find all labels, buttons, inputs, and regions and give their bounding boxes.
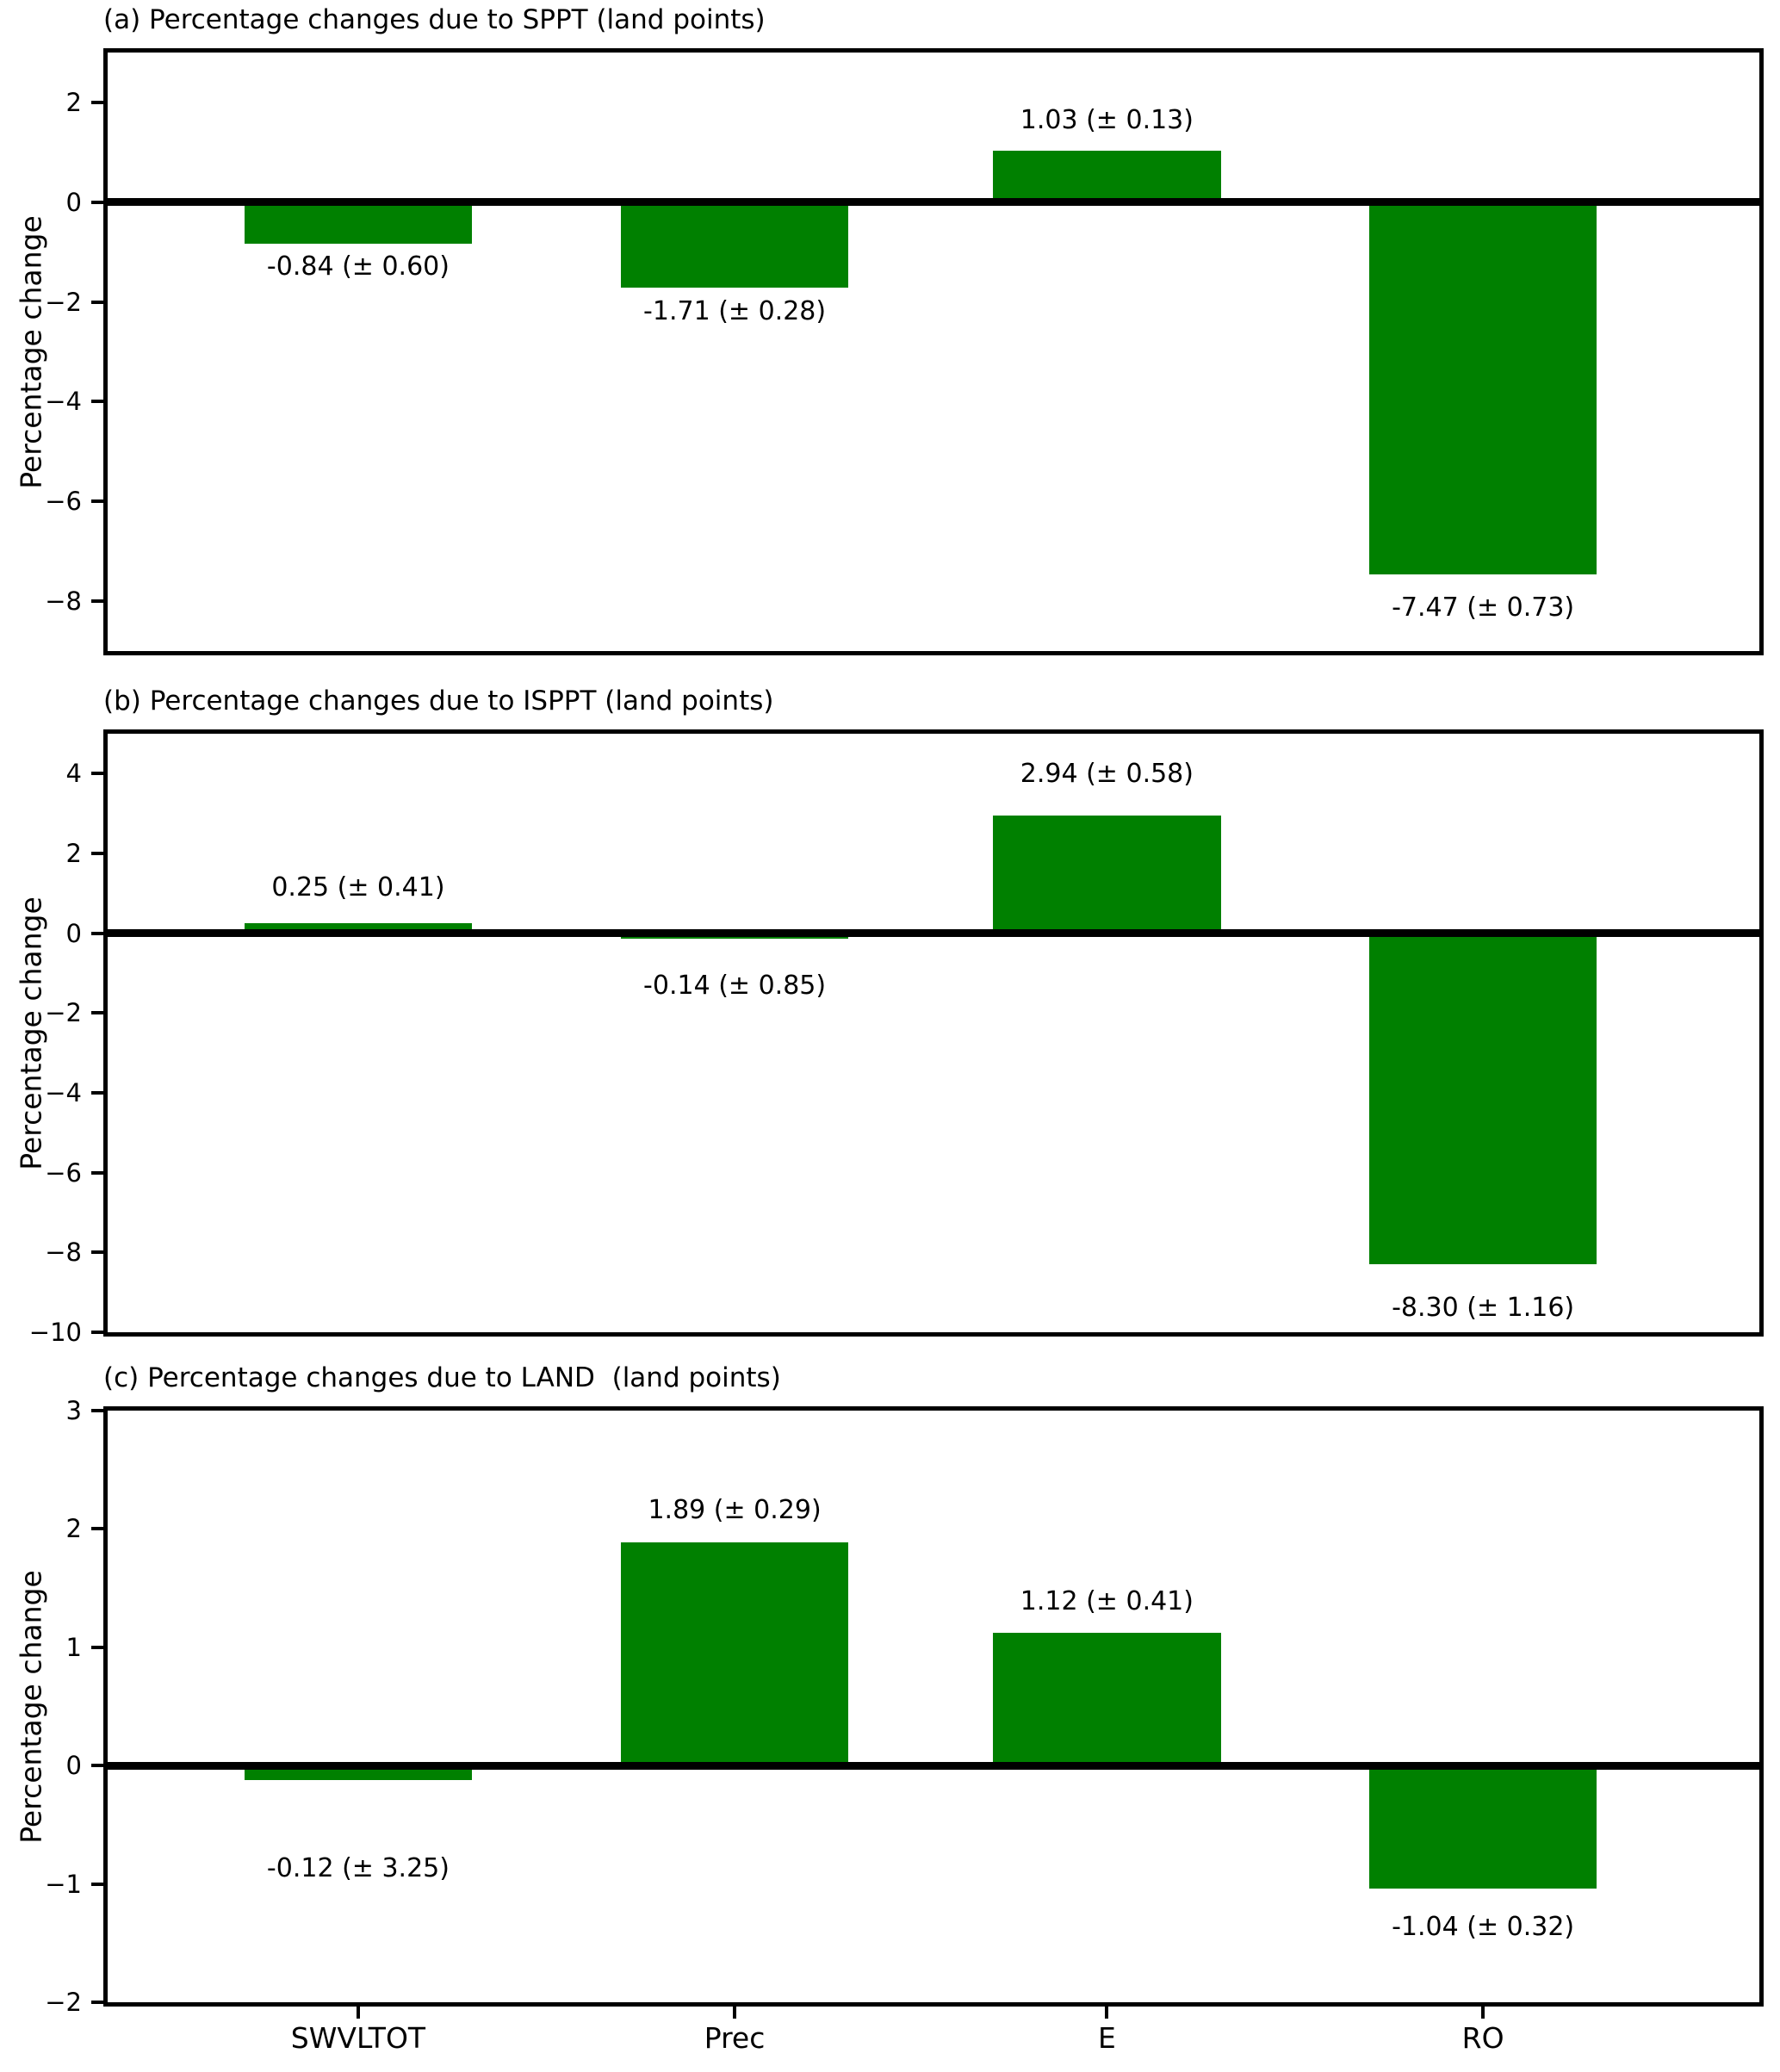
zero-line (108, 1761, 1759, 1770)
ytick-label: −2 (45, 998, 82, 1028)
ytick-label: −1 (45, 1869, 82, 1899)
bar-b-E (993, 816, 1221, 934)
ytick-label: −2 (45, 1988, 82, 2017)
value-label-b-Prec: -0.14 (± 0.85) (643, 970, 827, 1001)
panel-c-ylabel: Percentage change (14, 1569, 48, 1844)
ytick-label: 2 (65, 1514, 82, 1544)
ytick-mark (91, 2001, 103, 2004)
bar-c-Prec (620, 1542, 849, 1766)
xtick-mark (1481, 2007, 1485, 2019)
xtick-label-E: E (1097, 2021, 1116, 2055)
value-label-a-Prec: -1.71 (± 0.28) (643, 295, 827, 326)
ytick-mark (91, 1527, 103, 1531)
value-label-a-RO: -7.47 (± 0.73) (1392, 592, 1575, 623)
ytick-mark (91, 1091, 103, 1095)
panel-a-title: (a) Percentage changes due to SPPT (land… (103, 4, 766, 35)
bar-a-RO (1368, 202, 1597, 575)
ytick-mark (91, 1645, 103, 1649)
xtick-mark (733, 2007, 737, 2019)
ytick-mark (91, 1011, 103, 1015)
bar-b-SWVLTOT (244, 923, 473, 934)
ytick-label: −4 (45, 387, 82, 417)
ytick-mark (91, 1331, 103, 1334)
value-label-a-SWVLTOT: -0.84 (± 0.60) (266, 251, 450, 282)
value-label-b-SWVLTOT: 0.25 (± 0.41) (271, 872, 445, 903)
panel-b-plot-area: 4 2 0 −2 −4 −6 −8 −10 0.25 (± 0.41) -0.14 (± 0.85… (29, 729, 1764, 1347)
value-label-c-SWVLTOT: -0.12 (± 3.25) (266, 1853, 450, 1884)
value-label-c-E: 1.12 (± 0.41) (1020, 1586, 1194, 1617)
ytick-label: 2 (65, 839, 82, 868)
xtick-mark (356, 2007, 360, 2019)
ytick-mark (91, 200, 103, 204)
bar-a-SWVLTOT (244, 202, 473, 245)
ytick-mark (91, 1250, 103, 1255)
bar-b-RO (1368, 933, 1597, 1265)
xtick-label-RO: RO (1461, 2021, 1504, 2055)
ytick-mark (91, 1764, 103, 1768)
ytick-label: −4 (45, 1078, 82, 1107)
ytick-mark (91, 931, 103, 935)
bar-a-Prec (620, 202, 849, 288)
xtick-label-SWVLTOT: SWVLTOT (290, 2021, 426, 2055)
ytick-label: −8 (45, 1238, 82, 1268)
ytick-label: 0 (65, 187, 82, 217)
panel-a-ylabel: Percentage change (14, 214, 48, 489)
ytick-label: −6 (45, 1157, 82, 1188)
zero-line (108, 198, 1759, 207)
ytick-mark (91, 1882, 103, 1886)
ytick-mark (91, 499, 103, 504)
panel-c-plot-area: 3 2 1 0 −1 −2 -0.12 (± 3.25) 1.89 (± 0.29) 1.12 … (45, 1396, 1764, 2054)
panel-a-plot-area: 2 0 −2 −4 −6 −8 -0.84 (± 0.60) -1.71 (± 0.28) 1.… (45, 48, 1764, 655)
ytick-mark (91, 599, 103, 604)
panel-b-ylabel: Percentage change (14, 896, 48, 1170)
ytick-label: −8 (45, 586, 82, 617)
ytick-label: −6 (45, 487, 82, 517)
ytick-label: 4 (65, 759, 82, 789)
value-label-b-RO: -8.30 (± 1.16) (1392, 1292, 1575, 1323)
bar-c-RO (1368, 1765, 1597, 1889)
ytick-mark (91, 772, 103, 776)
ytick-label: 1 (65, 1632, 82, 1662)
xtick-mark (1105, 2007, 1109, 2019)
ytick-label: 2 (65, 87, 82, 117)
bar-c-E (993, 1633, 1221, 1766)
ytick-label: 3 (65, 1396, 82, 1425)
ytick-mark (91, 852, 103, 855)
bar-c-SWVLTOT (244, 1765, 473, 1780)
zero-line (108, 929, 1759, 938)
ytick-label: −2 (45, 287, 82, 317)
ytick-mark (91, 400, 103, 404)
ytick-label: 0 (65, 918, 82, 948)
value-label-b-E: 2.94 (± 0.58) (1020, 758, 1194, 789)
panel-b-title: (b) Percentage changes due to ISPPT (lan… (103, 685, 774, 717)
value-label-c-RO: -1.04 (± 0.32) (1392, 1911, 1575, 1942)
xtick-label-Prec: Prec (704, 2021, 766, 2055)
ytick-mark (91, 1409, 103, 1412)
value-label-c-Prec: 1.89 (± 0.29) (648, 1495, 822, 1526)
ytick-label: −10 (28, 1318, 82, 1347)
ytick-mark (91, 100, 103, 104)
bar-b-Prec (620, 933, 849, 940)
ytick-mark (91, 1170, 103, 1175)
ytick-label: 0 (65, 1751, 82, 1781)
value-label-a-E: 1.03 (± 0.13) (1020, 104, 1194, 135)
panel-c-title: (c) Percentage changes due to LAND (land… (103, 1362, 781, 1393)
bar-a-E (993, 151, 1221, 202)
ytick-mark (91, 300, 103, 304)
